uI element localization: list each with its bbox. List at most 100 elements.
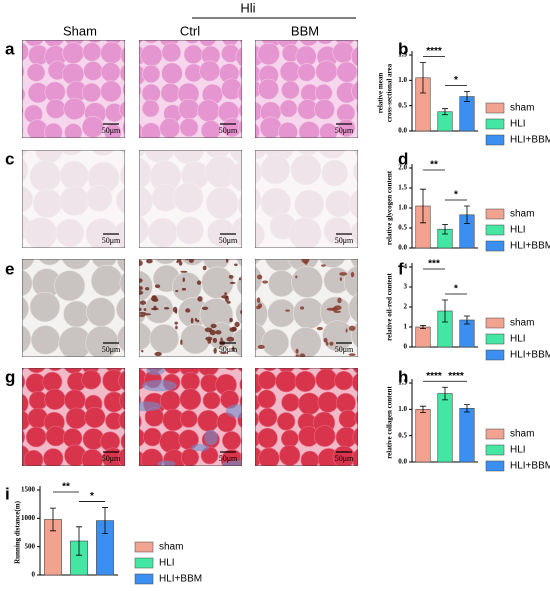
fiber (91, 150, 115, 157)
significance-label: ** (430, 160, 438, 171)
error-bar (76, 526, 82, 556)
fiber (38, 259, 61, 266)
error-bar (442, 299, 448, 323)
fiber (319, 122, 338, 138)
panel-letter: h (398, 367, 408, 386)
fiber (159, 117, 181, 138)
fiber (175, 216, 204, 245)
lipid-spot (238, 277, 242, 281)
fiber (356, 65, 358, 76)
fiber (64, 123, 83, 138)
legend-swatch (485, 134, 505, 146)
lipid-spot (139, 312, 147, 315)
lipid-spot (154, 351, 162, 357)
fiber (279, 99, 298, 118)
fiber (178, 98, 200, 120)
lipid-spot (256, 274, 263, 280)
fiber (22, 125, 24, 136)
fiber (297, 63, 316, 82)
fiber (143, 427, 162, 447)
histology-image (255, 150, 358, 248)
fiber (352, 427, 358, 447)
fiber (42, 371, 63, 392)
fiber (255, 150, 268, 160)
y-tick-label: 2 (404, 303, 408, 311)
fiber (24, 40, 44, 47)
fiber (229, 150, 242, 165)
legend-label: HLI (510, 225, 526, 236)
fiber (163, 368, 183, 375)
lipid-spot (295, 354, 300, 357)
fiber (198, 40, 217, 47)
fiber (255, 265, 263, 293)
fiber (44, 122, 63, 138)
lipid-spot (143, 313, 152, 316)
y-tick-label: 1.0 (398, 76, 407, 84)
fiber (179, 117, 199, 137)
lipid-spot (181, 287, 187, 291)
histology-image (139, 368, 242, 466)
fiber (141, 99, 160, 118)
fiber (355, 102, 358, 115)
legend-label: HLI (510, 445, 526, 456)
fiber (83, 61, 103, 81)
fiber (180, 448, 200, 466)
fiber (22, 368, 25, 372)
error-bar (420, 405, 426, 413)
lipid-spot (176, 260, 179, 264)
y-tick-label: 0.5 (398, 101, 407, 109)
fiber (117, 447, 125, 466)
fiber (255, 221, 265, 248)
lipid-spot (172, 306, 178, 313)
fiber (315, 60, 338, 83)
lipid-spot (175, 325, 178, 330)
lipid-spot (339, 277, 343, 281)
lipid-spot (325, 341, 329, 346)
collagen (204, 429, 218, 446)
lipid-spot (304, 260, 308, 265)
lipid-spot (139, 278, 143, 283)
fiber (24, 217, 58, 248)
fiber (22, 105, 24, 116)
panel-letter: b (398, 39, 408, 58)
fiber (139, 104, 141, 114)
fiber (350, 46, 358, 67)
fiber (350, 220, 358, 246)
fiber (140, 448, 164, 466)
fiber (116, 325, 125, 353)
lipid-spot (197, 296, 203, 302)
fiber (201, 266, 234, 299)
fiber (275, 370, 298, 393)
y-tick-label: 0 (32, 571, 36, 579)
legend-label: HLI+BBM (510, 241, 550, 252)
fiber (29, 291, 61, 323)
fiber (325, 190, 353, 218)
lipid-spot (228, 274, 234, 279)
error-bar (102, 507, 108, 535)
fiber (294, 189, 325, 220)
fiber (352, 368, 358, 374)
fiber (22, 410, 31, 431)
fiber (255, 101, 263, 122)
fiber (257, 78, 279, 100)
fiber (184, 40, 200, 44)
histology-image (139, 150, 242, 248)
lipid-spot (140, 300, 147, 305)
fiber (122, 120, 125, 136)
fiber (314, 83, 333, 102)
lipid-spot (348, 325, 356, 331)
significance-label: * (454, 284, 458, 295)
legend-label: sham (510, 429, 534, 440)
lipid-spot (145, 287, 150, 291)
lipid-spot (262, 280, 269, 284)
fiber (112, 221, 125, 248)
lipid-spot (234, 321, 240, 328)
fiber (238, 103, 242, 118)
fiber (32, 188, 63, 218)
lipid-spot (204, 327, 213, 333)
lipid-spot (180, 270, 188, 273)
fiber (55, 218, 85, 248)
fiber (351, 448, 358, 466)
legend-swatch (485, 118, 505, 130)
histology-image (22, 150, 125, 248)
